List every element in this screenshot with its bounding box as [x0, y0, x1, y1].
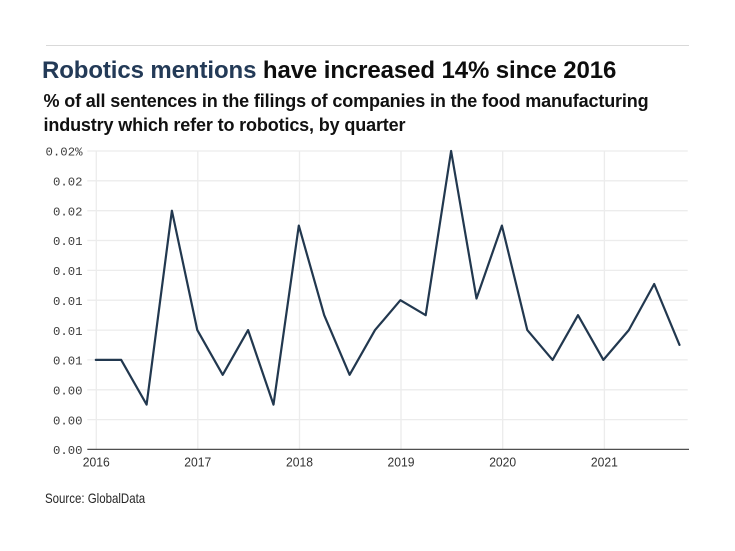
svg-text:0.01: 0.01: [53, 265, 83, 279]
svg-text:0.00: 0.00: [53, 385, 83, 399]
svg-text:2017: 2017: [184, 456, 211, 470]
svg-text:0.00: 0.00: [53, 444, 83, 458]
svg-text:0.01: 0.01: [53, 355, 83, 369]
svg-text:0.02: 0.02: [53, 176, 83, 190]
svg-text:2021: 2021: [591, 456, 618, 470]
svg-text:0.02: 0.02: [53, 205, 83, 219]
svg-text:2016: 2016: [83, 456, 110, 470]
svg-text:0.00: 0.00: [53, 414, 83, 428]
svg-text:0.02%: 0.02%: [46, 146, 84, 160]
svg-text:0.01: 0.01: [53, 235, 83, 249]
svg-text:2019: 2019: [388, 456, 415, 470]
svg-text:2020: 2020: [489, 456, 516, 470]
svg-text:2018: 2018: [286, 456, 313, 470]
svg-text:0.01: 0.01: [53, 325, 83, 339]
svg-text:0.01: 0.01: [53, 295, 83, 309]
